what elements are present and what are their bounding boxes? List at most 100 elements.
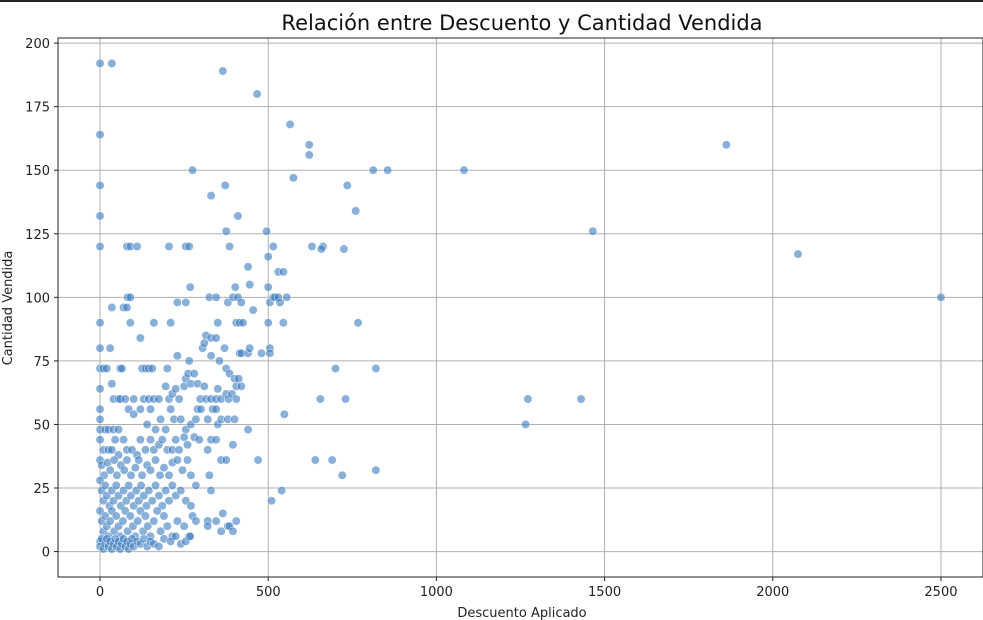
scatter-point xyxy=(194,435,204,445)
scatter-point xyxy=(95,242,105,251)
scatter-point xyxy=(132,242,142,251)
scatter-point xyxy=(154,394,164,404)
scatter-point xyxy=(181,297,191,307)
scatter-point xyxy=(277,486,287,496)
x-axis-label: Descuento Aplicado xyxy=(457,606,586,620)
scatter-point xyxy=(206,191,216,201)
scatter-point xyxy=(225,242,234,251)
y-tick-label: 125 xyxy=(25,228,50,243)
scatter-point xyxy=(263,282,273,292)
scatter-point xyxy=(189,369,199,379)
scatter-point xyxy=(152,506,162,516)
scatter-point xyxy=(164,470,174,480)
x-tick-label: 1500 xyxy=(588,585,621,600)
scatter-point xyxy=(156,526,166,536)
scatter-point xyxy=(151,481,160,490)
scatter-point xyxy=(137,470,147,480)
scatter-point xyxy=(234,374,244,384)
scatter-point xyxy=(521,420,530,429)
scatter-point xyxy=(100,481,110,490)
scatter-point xyxy=(133,516,143,526)
scatter-point xyxy=(199,381,209,391)
scatter-point xyxy=(166,318,176,328)
scatter-point xyxy=(262,226,271,236)
scatter-point xyxy=(233,211,243,221)
scatter-point xyxy=(161,381,171,391)
scatter-point xyxy=(95,384,105,394)
scatter-point xyxy=(125,292,135,302)
scatter-point xyxy=(176,486,186,496)
scatter-point xyxy=(151,455,160,465)
scatter-point xyxy=(230,414,240,424)
scatter-point xyxy=(228,526,238,536)
x-tick-label: 1000 xyxy=(420,585,453,600)
scatter-point xyxy=(164,242,174,251)
scatter-point xyxy=(327,455,337,465)
scatter-point xyxy=(351,206,361,216)
scatter-point xyxy=(279,409,289,419)
scatter-point xyxy=(102,364,112,373)
scatter-point xyxy=(111,511,121,521)
scatter-point xyxy=(310,455,320,465)
scatter-point xyxy=(154,491,164,501)
scatter-point xyxy=(141,511,150,521)
scatter-point xyxy=(383,165,393,175)
scatter-point xyxy=(231,394,241,404)
scatter-point xyxy=(110,435,120,445)
scatter-point xyxy=(186,470,196,480)
scatter-point xyxy=(231,516,241,526)
scatter-point xyxy=(216,526,226,536)
scatter-point xyxy=(213,384,223,394)
scatter-point xyxy=(341,394,351,404)
y-tick-label: 75 xyxy=(33,355,50,370)
scatter-point xyxy=(117,364,127,373)
scatter-point xyxy=(304,140,314,150)
scatter-point xyxy=(107,58,117,68)
scatter-point xyxy=(184,356,194,366)
y-axis-ticks: 0 25 50 75 100 125 150 175 200 xyxy=(25,37,58,561)
scatter-point xyxy=(156,414,166,424)
y-tick-label: 150 xyxy=(25,164,50,179)
scatter-point xyxy=(213,318,223,328)
scatter-point xyxy=(144,486,154,496)
scatter-point xyxy=(134,455,144,465)
scatter-point xyxy=(135,435,145,445)
plot-frame xyxy=(57,37,983,578)
scatter-point xyxy=(179,432,189,442)
scatter-point xyxy=(142,420,152,429)
scatter-point xyxy=(936,292,946,302)
scatter-point xyxy=(230,282,240,292)
x-tick-label: 2000 xyxy=(756,585,789,600)
scatter-point xyxy=(157,435,167,445)
scatter-point xyxy=(164,496,174,506)
scatter-point xyxy=(576,394,586,404)
scatter-point xyxy=(218,66,228,76)
scatter-point xyxy=(172,516,182,526)
scatter-point xyxy=(282,292,292,302)
scatter-point xyxy=(122,303,132,312)
scatter-point xyxy=(275,297,285,307)
scatter-point xyxy=(179,521,189,531)
x-tick-label: 2500 xyxy=(924,585,957,600)
scatter-point xyxy=(161,486,171,496)
scatter-point xyxy=(263,318,273,328)
scatter-point xyxy=(126,470,136,480)
scatter-point xyxy=(151,425,160,434)
scatter-point xyxy=(304,150,314,160)
scatter-point xyxy=(215,356,224,366)
scatter-point xyxy=(315,394,325,404)
scatter-point xyxy=(174,445,184,455)
scatter-point xyxy=(122,455,132,465)
scatter-point xyxy=(263,252,273,262)
scatter-point xyxy=(125,511,135,521)
scatter-point xyxy=(171,435,181,445)
scatter-point xyxy=(459,165,469,175)
scatter-point xyxy=(119,465,129,475)
scatter-point xyxy=(184,242,194,251)
y-tick-label: 50 xyxy=(33,418,50,433)
scatter-point xyxy=(147,496,157,506)
scatter-point xyxy=(141,445,150,455)
scatter-point xyxy=(161,425,171,434)
scatter-point xyxy=(267,496,277,506)
scatter-point xyxy=(172,351,182,361)
